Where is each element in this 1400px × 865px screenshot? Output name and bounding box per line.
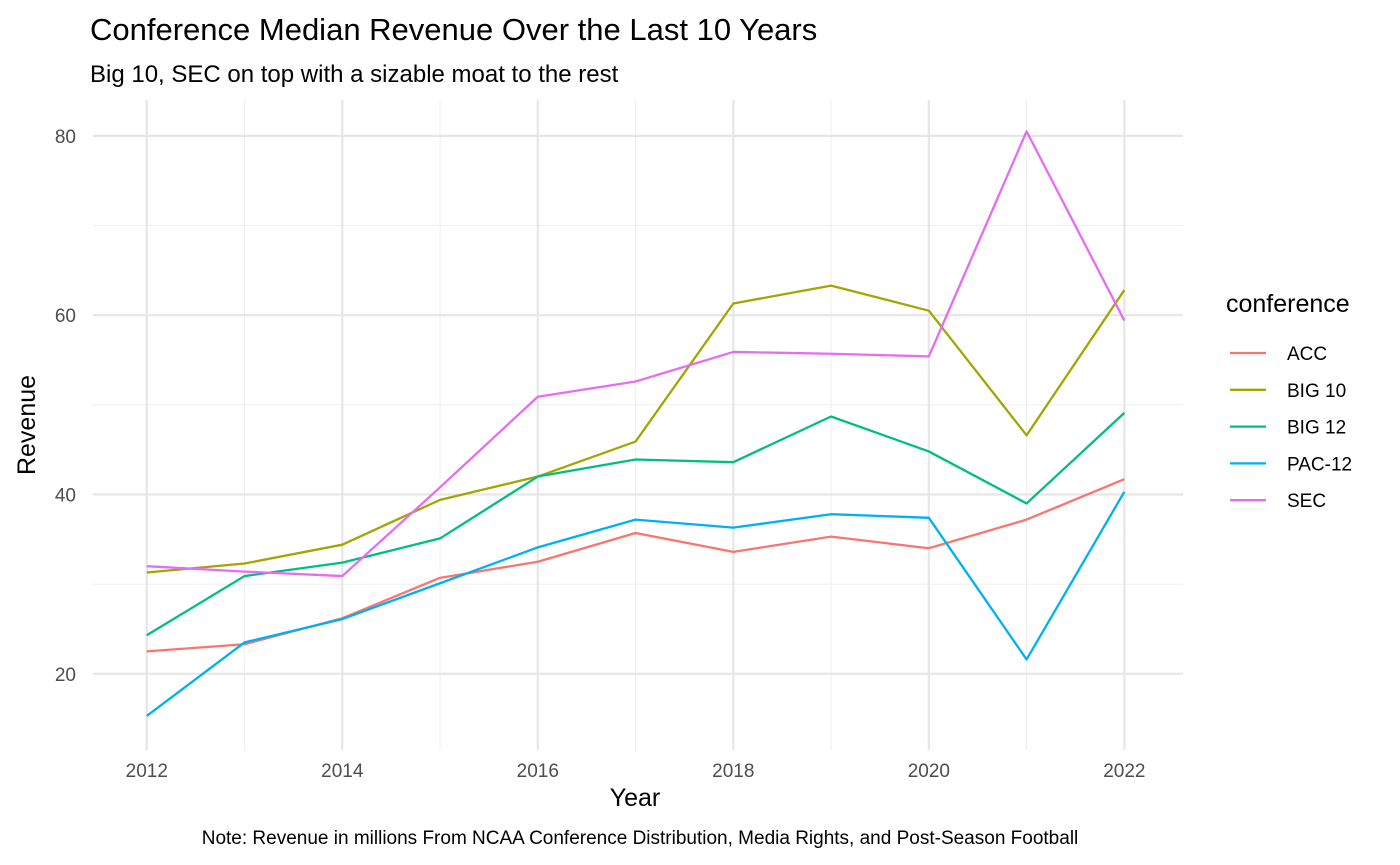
grid-layer [93,100,1183,750]
x-tick-label: 2020 [908,761,950,782]
legend-label: BIG 10 [1287,381,1346,402]
series-line-big-12 [146,412,1126,637]
series-line-pac-12 [146,491,1126,717]
series-line-sec [146,130,1126,578]
y-tick-label: 80 [55,127,76,148]
legend-label: BIG 12 [1287,418,1346,439]
series-layer [146,130,1126,717]
legend-title: conference [1226,290,1350,318]
x-axis: 2012 2014 2016 2018 2020 2022 [126,761,1146,782]
y-tick-label: 40 [55,485,76,506]
chart-caption: Note: Revenue in millions From NCAA Conf… [202,828,1079,849]
x-tick-label: 2012 [126,761,168,782]
legend-items: ACC BIG 10 BIG 12 PAC-12 SEC [1230,344,1352,512]
series-line-big-10 [146,284,1126,574]
legend-label: ACC [1287,344,1327,365]
x-tick-label: 2018 [712,761,754,782]
chart-title: Conference Median Revenue Over the Last … [90,12,817,47]
y-tick-label: 20 [55,665,76,686]
chart-subtitle: Big 10, SEC on top with a sizable moat t… [90,61,619,88]
y-tick-label: 60 [55,306,76,327]
legend-item: BIG 12 [1230,418,1346,439]
x-tick-label: 2014 [321,761,364,782]
x-axis-title: Year [610,784,661,812]
legend-label: SEC [1287,491,1326,512]
legend-item: SEC [1230,491,1326,512]
y-axis-title: Revenue [13,375,41,475]
plot-panel [93,100,1183,750]
legend-item: BIG 10 [1230,381,1346,402]
x-tick-label: 2022 [1103,761,1145,782]
legend-item: ACC [1230,344,1327,365]
x-tick-label: 2016 [517,761,559,782]
y-axis: 20 40 60 80 [55,127,76,686]
legend-label: PAC-12 [1287,454,1352,475]
legend: conference ACC BIG 10 BIG 12 PAC-12 SEC [1226,290,1352,512]
legend-item: PAC-12 [1230,454,1352,475]
